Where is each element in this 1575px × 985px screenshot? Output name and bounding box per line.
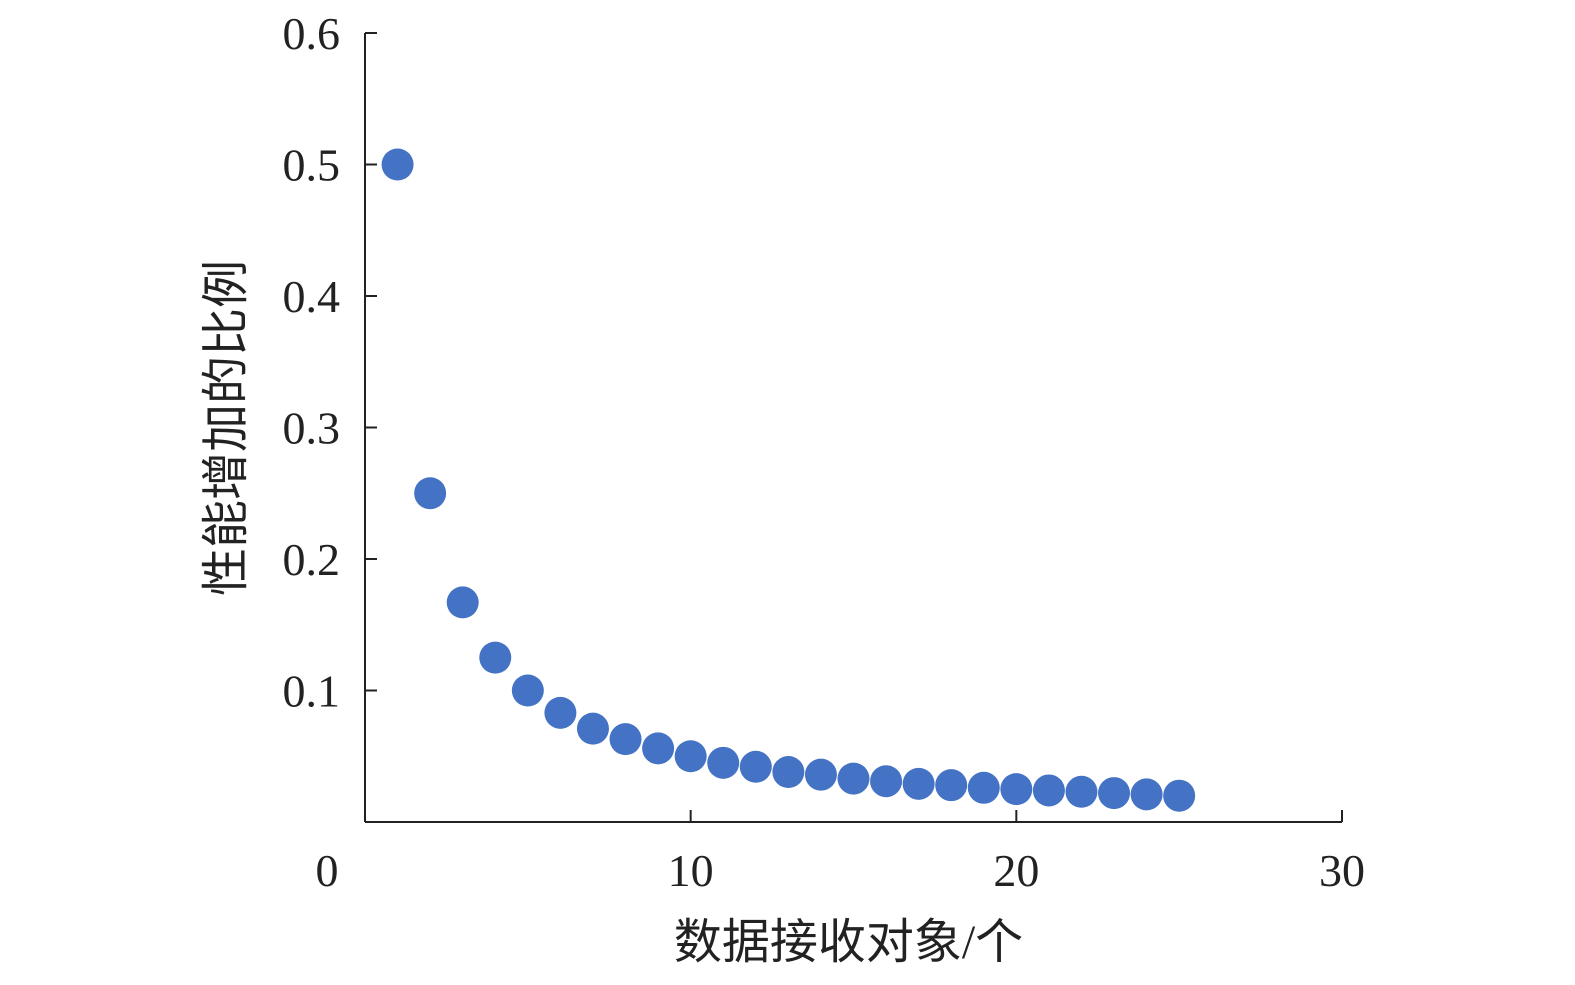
x-tick-label: 10 — [668, 845, 714, 896]
data-point — [609, 723, 642, 756]
data-point — [804, 758, 837, 791]
data-point — [544, 696, 577, 729]
data-point — [381, 148, 414, 181]
data-point — [967, 771, 1000, 804]
data-point — [935, 769, 968, 802]
data-points — [381, 148, 1196, 812]
x-axis-title: 数据接收对象/个 — [674, 916, 1023, 969]
y-tick-label: 0.2 — [283, 534, 341, 585]
data-point — [1163, 779, 1196, 812]
data-point — [576, 712, 609, 745]
data-point — [642, 732, 675, 765]
data-point — [772, 756, 805, 789]
data-point — [1130, 778, 1163, 811]
y-tick-label: 0.1 — [283, 666, 341, 717]
data-point — [511, 674, 544, 707]
data-point — [837, 762, 870, 795]
y-tick-label: 0.5 — [283, 140, 341, 191]
data-point — [707, 746, 740, 779]
y-tick-label: 0.3 — [283, 403, 341, 454]
data-point — [739, 750, 772, 783]
data-point — [902, 767, 935, 800]
data-point — [870, 765, 903, 798]
data-point — [1065, 775, 1098, 808]
data-point — [446, 586, 479, 619]
ticks: 0.1 0.2 0.3 0.4 0.5 0.6 0 10 20 30 — [283, 8, 1366, 896]
data-point — [1000, 773, 1033, 806]
axes — [364, 33, 1342, 823]
data-point — [1098, 777, 1131, 810]
y-tick-label: 0.6 — [283, 8, 341, 59]
x-tick-label: 0 — [316, 845, 339, 896]
y-tick-label: 0.4 — [283, 271, 341, 322]
data-point — [479, 641, 512, 674]
data-point — [414, 477, 447, 510]
data-point — [674, 740, 707, 773]
data-point — [1032, 774, 1065, 807]
x-tick-label: 20 — [993, 845, 1039, 896]
x-tick-label: 30 — [1319, 845, 1365, 896]
y-axis-title: 性能增加的比例 — [200, 260, 253, 596]
